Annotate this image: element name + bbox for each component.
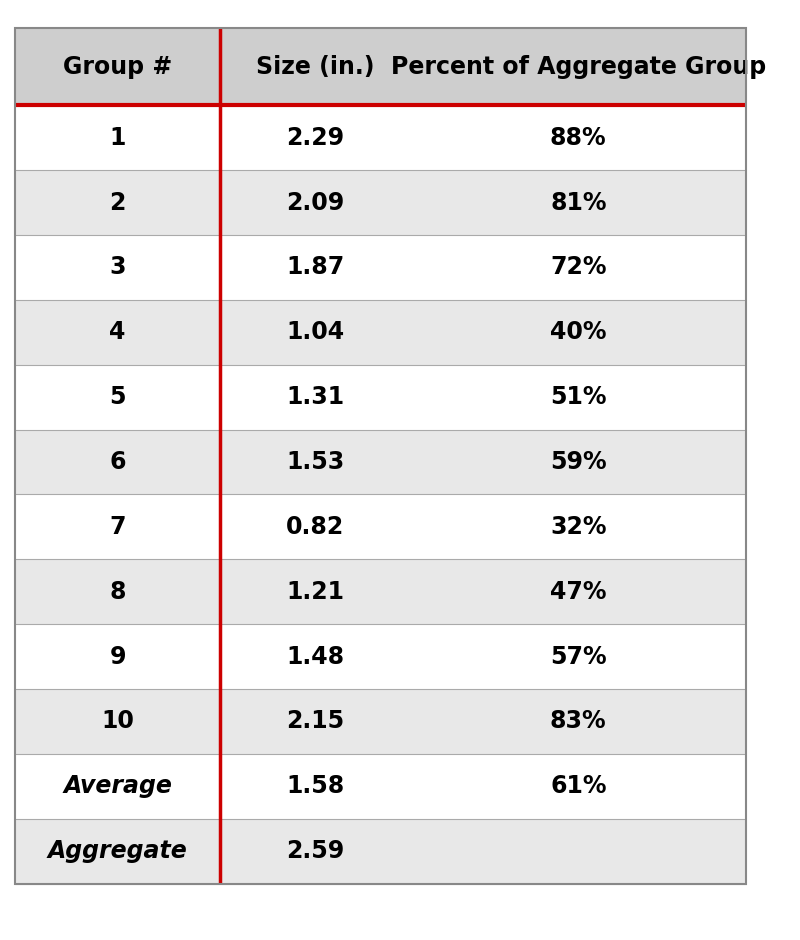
Bar <box>15 494 746 559</box>
Text: 61%: 61% <box>550 775 606 798</box>
Text: 81%: 81% <box>550 191 606 214</box>
Text: 6: 6 <box>110 450 126 474</box>
Text: 83%: 83% <box>550 710 606 733</box>
Text: 2.29: 2.29 <box>286 126 344 149</box>
Bar <box>15 170 746 235</box>
Text: 1.87: 1.87 <box>286 256 344 279</box>
Text: Group #: Group # <box>63 55 172 79</box>
Text: 7: 7 <box>110 515 126 539</box>
Text: Size (in.): Size (in.) <box>256 55 374 79</box>
Text: 1.48: 1.48 <box>286 645 344 668</box>
Text: 8: 8 <box>110 580 126 603</box>
Bar <box>15 624 746 689</box>
Bar <box>15 105 746 170</box>
Bar <box>15 28 746 105</box>
Text: 3: 3 <box>110 256 126 279</box>
Text: 9: 9 <box>110 645 126 668</box>
Bar <box>15 689 746 754</box>
Text: 1: 1 <box>110 126 126 149</box>
Text: 1.04: 1.04 <box>286 321 344 344</box>
Text: 2.59: 2.59 <box>286 839 344 863</box>
Text: 2: 2 <box>110 191 126 214</box>
Text: 32%: 32% <box>550 515 606 539</box>
Text: 88%: 88% <box>550 126 606 149</box>
Text: 1.53: 1.53 <box>286 450 344 474</box>
Text: Aggregate: Aggregate <box>48 839 187 863</box>
Text: Average: Average <box>63 775 172 798</box>
Text: 72%: 72% <box>550 256 606 279</box>
Text: 10: 10 <box>101 710 134 733</box>
Text: 51%: 51% <box>550 385 606 409</box>
Bar <box>15 819 746 884</box>
Text: 1.31: 1.31 <box>286 385 344 409</box>
Bar <box>15 365 746 430</box>
Bar <box>15 559 746 624</box>
Text: 5: 5 <box>110 385 126 409</box>
Text: 57%: 57% <box>550 645 606 668</box>
Text: 0.82: 0.82 <box>286 515 344 539</box>
Bar <box>15 754 746 819</box>
Text: 4: 4 <box>110 321 126 344</box>
Bar <box>15 430 746 494</box>
Text: 1.21: 1.21 <box>286 580 344 603</box>
Text: 47%: 47% <box>550 580 606 603</box>
Text: Percent of Aggregate Group: Percent of Aggregate Group <box>390 55 766 79</box>
Text: 40%: 40% <box>550 321 606 344</box>
Text: 1.58: 1.58 <box>286 775 344 798</box>
Text: 2.15: 2.15 <box>286 710 344 733</box>
Bar <box>15 235 746 300</box>
Bar <box>15 300 746 365</box>
Text: 2.09: 2.09 <box>286 191 344 214</box>
Text: 59%: 59% <box>550 450 606 474</box>
